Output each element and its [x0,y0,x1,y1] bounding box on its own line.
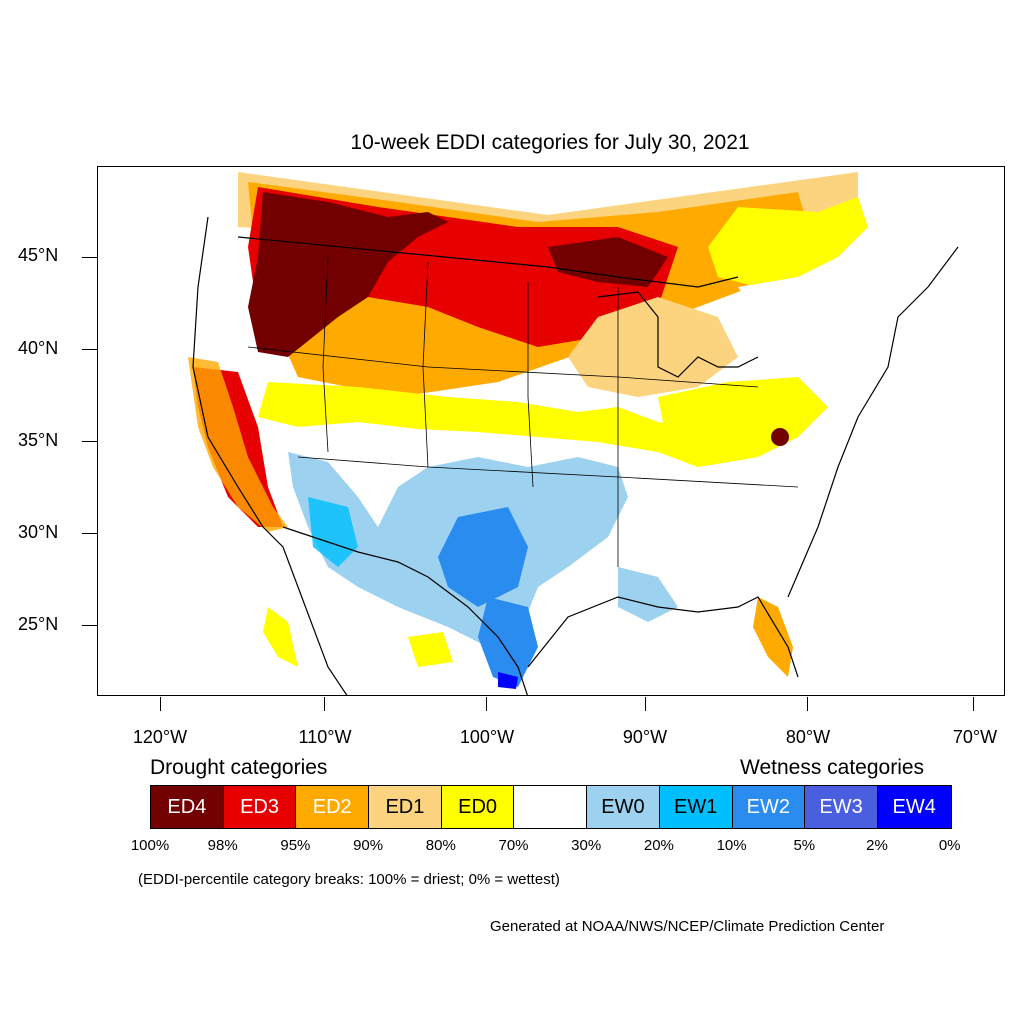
category-note: (EDDI-percentile category breaks: 100% =… [138,871,560,888]
lon-tick-120 [160,697,161,711]
canada-border [237,236,739,288]
lon-tick-70 [973,697,974,711]
legend-cell-neutral [514,786,588,828]
state-line-1 [322,256,329,453]
ed0-central-belt [258,382,758,467]
percent-break-label: 98% [207,837,238,854]
percent-break-label: 95% [280,837,311,854]
legend-color-bar: ED4 ED3 ED2 ED1 ED0 EW0 EW1 EW2 EW3 EW4 [150,785,952,829]
lat-tick-45 [82,257,97,258]
ed4-northwest [248,192,448,357]
lat-label-30: 30°N [18,522,59,542]
ed0-baja [263,607,298,667]
lon-tick-100 [486,697,487,711]
percent-break-label: 80% [425,837,456,854]
lat-tick-30 [82,533,97,534]
percent-break-label: 20% [643,837,674,854]
legend-cell-ew4: EW4 [877,786,951,828]
eddi-map-canvas [188,172,959,695]
ew2-texas-coast [478,597,538,687]
category-shading [188,172,878,689]
lat-label-25: 25°N [18,614,59,634]
lat-tick-40 [82,349,97,350]
ew0-gulf [618,567,678,622]
percent-break-label: 90% [353,837,384,854]
lon-label-110: 110°W [298,727,352,747]
legend-cell-ed3: ED3 [223,786,297,828]
percent-break-label: 10% [716,837,747,854]
mexico-border [282,526,528,695]
ed4-virginia-spot [771,428,789,446]
east-coast [787,246,959,598]
legend-cell-ew1: EW1 [659,786,733,828]
lat-tick-35 [82,441,97,442]
ed0-northeast [708,197,868,287]
lon-label-90: 90°W [622,727,668,747]
lon-label-120: 120°W [132,727,188,747]
legend-cell-ed0: ED0 [441,786,515,828]
lon-label-80: 80°W [785,727,831,747]
boundaries [192,216,959,695]
legend-cell-ed2: ED2 [296,786,370,828]
state-line-5 [247,346,759,388]
drought-heading: Drought categories [150,756,328,779]
legend-cell-ew3: EW3 [805,786,878,828]
lon-label-100: 100°W [459,727,515,747]
percent-break-label: 0% [938,837,961,854]
state-line-3 [527,282,534,488]
lat-label-45: 45°N [18,245,59,265]
west-coast [192,216,348,695]
legend-cell-ed1: ED1 [369,786,442,828]
lon-label-70: 70°W [952,727,998,747]
credit-line: Generated at NOAA/NWS/NCEP/Climate Predi… [490,918,885,935]
lon-tick-90 [645,697,646,711]
percent-break-label: 5% [793,837,816,854]
ed1-great-lakes [568,297,738,397]
ed2-florida [753,597,793,677]
white-northeast [738,267,878,377]
percent-break-label: 100% [130,837,170,854]
legend-cell-ew0: EW0 [587,786,660,828]
percent-break-label: 70% [498,837,529,854]
ed0-ohio-valley [658,377,828,467]
map-title: 10-week EDDI categories for July 30, 202… [350,131,750,154]
ew1-texas-west [308,497,358,567]
ew4-texas-spot [498,672,518,689]
legend-cell-ew2: EW2 [732,786,806,828]
ew1-texas-central [438,507,528,607]
state-line-6 [297,456,799,488]
wetness-heading: Wetness categories [740,756,925,779]
lat-label-35: 35°N [18,430,59,450]
percent-break-label: 2% [866,837,888,854]
percent-break-label: 30% [571,837,602,854]
lat-label-40: 40°N [18,338,59,358]
gulf-coast [527,596,799,678]
ed2-california [188,357,288,532]
ed4-north-central [548,237,668,287]
state-line-2 [422,261,429,468]
lat-tick-25 [82,625,97,626]
legend-cell-ed4: ED4 [151,786,224,828]
ed0-southwest-patch [408,632,453,667]
lon-tick-110 [324,697,325,711]
great-lakes [597,291,759,378]
eddi-map [97,166,1005,696]
lon-tick-80 [807,697,808,711]
